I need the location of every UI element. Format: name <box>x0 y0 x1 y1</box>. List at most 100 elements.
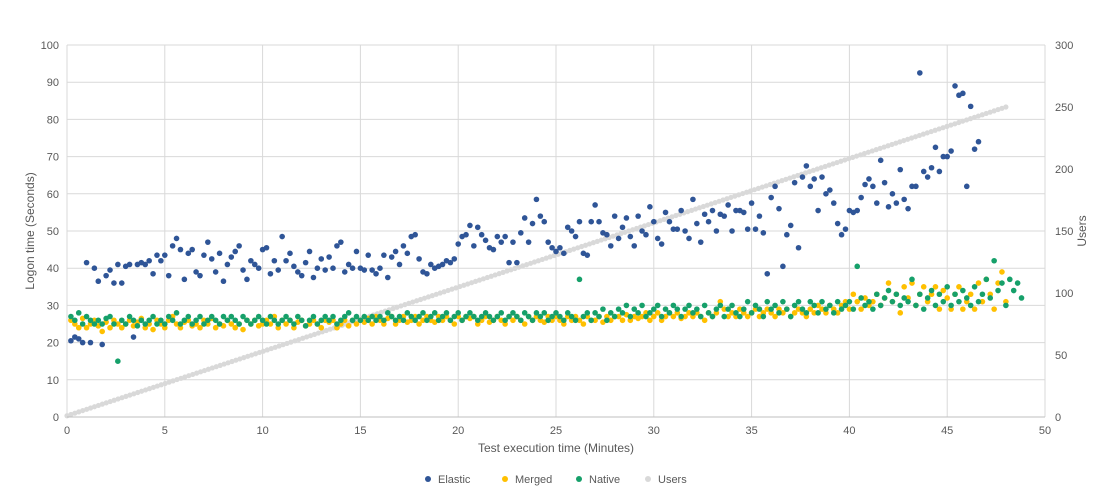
native-point <box>341 313 348 320</box>
merged-point <box>369 321 375 327</box>
merged-point <box>932 284 939 290</box>
x-tick-label: 45 <box>941 425 953 437</box>
native-point <box>212 317 219 324</box>
native-point <box>1014 280 1021 286</box>
native-point <box>901 295 907 301</box>
native-point <box>173 310 180 316</box>
native-point <box>498 310 505 316</box>
users-point <box>465 281 471 287</box>
elastic-point <box>729 228 735 234</box>
native-point <box>776 310 782 316</box>
merged-point <box>862 295 868 301</box>
native-point <box>658 313 665 320</box>
native-point <box>150 313 156 320</box>
elastic-point <box>79 339 86 346</box>
users-point <box>80 407 86 414</box>
native-point <box>357 317 364 324</box>
users-point <box>174 376 180 383</box>
native-point <box>760 313 767 320</box>
elastic-point <box>455 241 462 247</box>
native-point <box>787 313 794 320</box>
users-point <box>865 149 871 155</box>
merged-legend-marker <box>502 476 508 482</box>
users-point <box>178 375 184 381</box>
merged-point <box>75 324 82 331</box>
elastic-point <box>275 267 282 273</box>
users-point <box>241 355 247 361</box>
y-tick-label: 60 <box>47 189 59 201</box>
users-point <box>154 383 160 389</box>
users-point <box>924 130 930 136</box>
native-point <box>975 298 982 305</box>
users-point <box>991 108 997 114</box>
native-point <box>396 313 403 320</box>
users-point <box>276 343 282 349</box>
native-point <box>885 287 892 294</box>
native-point <box>115 358 121 365</box>
native-point <box>846 298 853 305</box>
users-point <box>182 374 188 380</box>
elastic-point <box>799 174 806 180</box>
users-point <box>952 121 958 127</box>
elastic-point <box>744 226 751 232</box>
native-point <box>834 298 841 305</box>
merged-point <box>416 321 422 327</box>
users-point <box>810 167 816 173</box>
users-point <box>229 358 235 365</box>
elastic-point <box>658 241 665 247</box>
native-point <box>611 313 618 320</box>
users-point <box>586 241 593 247</box>
native-point <box>490 317 497 324</box>
native-point <box>971 284 978 290</box>
users-point <box>967 116 974 122</box>
users-point <box>936 126 942 132</box>
elastic-point <box>228 254 235 260</box>
native-point <box>737 313 743 320</box>
users-point <box>107 398 113 405</box>
merged-point <box>721 306 728 312</box>
users-point <box>414 298 420 304</box>
elastic-point <box>224 261 231 268</box>
native-point <box>701 302 708 309</box>
y-tick-label: 10 <box>47 375 59 387</box>
users-point <box>567 247 573 253</box>
native-point <box>169 317 176 324</box>
users-point <box>759 184 765 190</box>
native-point <box>326 317 332 324</box>
elastic-point <box>529 220 536 227</box>
native-point <box>877 302 884 309</box>
users-point <box>791 174 797 180</box>
native-point <box>75 310 82 316</box>
elastic-point <box>361 267 368 273</box>
elastic-point <box>341 269 348 275</box>
native-point <box>873 291 880 298</box>
merged-point <box>592 317 598 324</box>
native-point <box>107 313 113 320</box>
native-point <box>897 302 904 309</box>
native-point <box>991 257 997 264</box>
users-point <box>115 396 121 402</box>
native-point <box>428 313 434 320</box>
native-point <box>424 317 430 324</box>
users-point <box>264 347 270 353</box>
x-tick-label: 20 <box>452 425 464 437</box>
users-point <box>724 196 730 202</box>
elastic-point <box>412 231 418 238</box>
native-point <box>893 291 900 298</box>
users-point <box>661 216 667 222</box>
native-point <box>349 317 356 324</box>
elastic-point <box>377 265 383 272</box>
merged-point <box>118 324 125 331</box>
users-point <box>802 170 809 176</box>
users-point <box>571 246 577 252</box>
native-point <box>381 317 387 324</box>
users-point <box>87 405 94 411</box>
native-point <box>510 310 516 316</box>
native-point <box>197 313 203 320</box>
users-point <box>622 229 628 235</box>
x-tick-label: 40 <box>843 425 855 437</box>
merged-point <box>498 317 505 324</box>
users-point <box>575 245 581 251</box>
elastic-point <box>537 213 544 219</box>
